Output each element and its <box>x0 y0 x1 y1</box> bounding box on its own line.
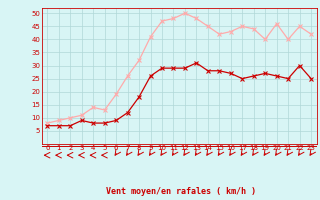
Text: Vent moyen/en rafales ( km/h ): Vent moyen/en rafales ( km/h ) <box>106 187 256 196</box>
